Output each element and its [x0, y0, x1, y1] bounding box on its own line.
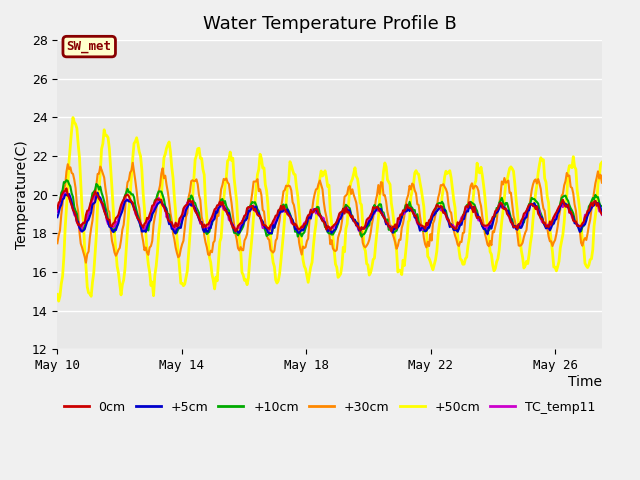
0cm [577, 223, 585, 228]
+10cm [577, 228, 585, 234]
+30cm [325, 227, 333, 232]
+50cm [325, 182, 333, 188]
TC_temp11 [504, 212, 512, 218]
+5cm [504, 208, 512, 214]
0cm [237, 220, 244, 226]
+5cm [484, 231, 492, 237]
+50cm [55, 298, 63, 304]
+30cm [54, 240, 61, 246]
Line: +50cm: +50cm [58, 118, 602, 301]
+5cm [298, 227, 305, 233]
+5cm [324, 228, 332, 234]
+30cm [72, 185, 79, 191]
0cm [298, 224, 305, 229]
TC_temp11 [54, 209, 61, 215]
TC_temp11 [237, 222, 244, 228]
+10cm [73, 211, 81, 216]
0cm [63, 185, 70, 191]
+5cm [72, 212, 79, 218]
Title: Water Temperature Profile B: Water Temperature Profile B [203, 15, 456, 33]
Y-axis label: Temperature(C): Temperature(C) [15, 140, 29, 249]
TC_temp11 [324, 225, 332, 231]
+50cm [238, 269, 246, 275]
+30cm [238, 247, 246, 253]
+5cm [577, 227, 585, 232]
Line: +30cm: +30cm [58, 163, 602, 263]
+30cm [129, 160, 136, 166]
TC_temp11 [73, 219, 81, 225]
0cm [324, 223, 332, 229]
Line: +10cm: +10cm [58, 180, 602, 237]
+30cm [82, 260, 90, 265]
Legend: 0cm, +5cm, +10cm, +30cm, +50cm, TC_temp11: 0cm, +5cm, +10cm, +30cm, +50cm, TC_temp1… [58, 396, 601, 419]
+10cm [598, 203, 605, 209]
+50cm [54, 291, 61, 297]
+10cm [504, 204, 512, 210]
+50cm [598, 159, 605, 165]
0cm [504, 213, 512, 218]
+10cm [324, 229, 332, 235]
+5cm [598, 210, 605, 216]
+10cm [54, 208, 61, 214]
+50cm [69, 115, 77, 120]
+10cm [63, 178, 70, 183]
0cm [73, 219, 81, 225]
+5cm [54, 215, 61, 220]
Text: SW_met: SW_met [67, 40, 112, 53]
TC_temp11 [577, 224, 585, 229]
Line: TC_temp11: TC_temp11 [58, 192, 602, 232]
+5cm [237, 226, 244, 232]
0cm [387, 228, 395, 234]
+50cm [74, 141, 82, 147]
TC_temp11 [389, 229, 397, 235]
+30cm [299, 244, 307, 250]
+10cm [298, 233, 305, 239]
Line: +5cm: +5cm [58, 192, 602, 234]
+30cm [577, 240, 585, 246]
+10cm [358, 234, 365, 240]
TC_temp11 [598, 212, 605, 218]
X-axis label: Time: Time [568, 375, 602, 389]
+30cm [598, 180, 605, 186]
0cm [54, 205, 61, 211]
+50cm [577, 222, 585, 228]
TC_temp11 [298, 227, 305, 233]
+50cm [299, 257, 307, 263]
+50cm [504, 171, 512, 177]
Line: 0cm: 0cm [58, 188, 602, 231]
+10cm [237, 228, 244, 234]
+5cm [94, 190, 102, 195]
+30cm [504, 178, 512, 183]
0cm [598, 211, 605, 217]
TC_temp11 [60, 189, 68, 195]
